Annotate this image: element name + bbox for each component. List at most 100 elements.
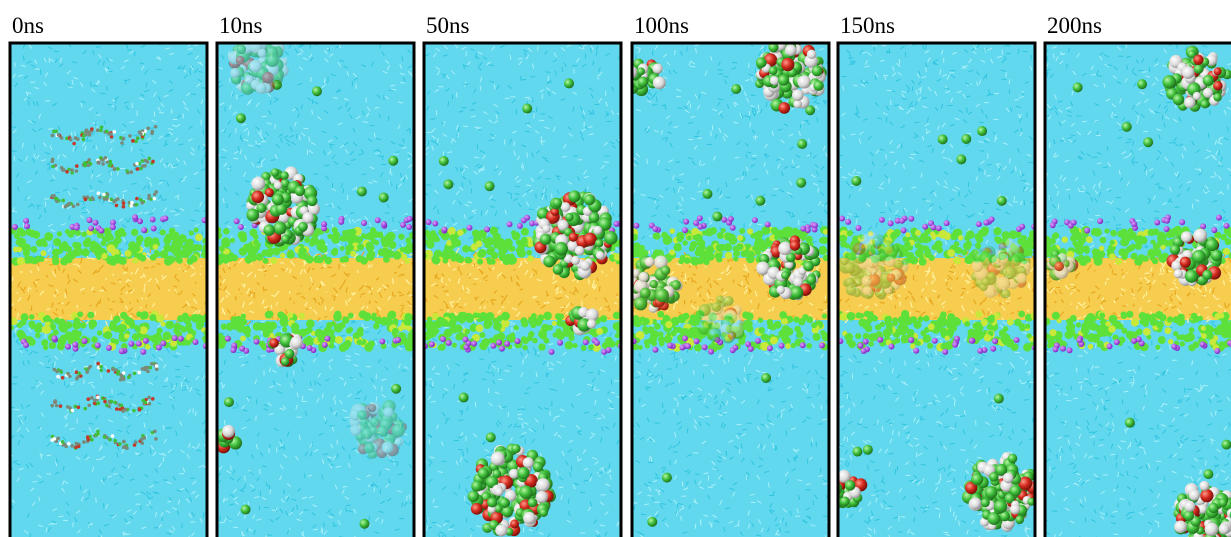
water-molecule: [610, 403, 614, 409]
water-molecule: [526, 201, 530, 207]
phosphate: [321, 341, 328, 348]
water-molecule: [477, 165, 483, 169]
water-molecule: [345, 504, 351, 507]
water-molecule: [431, 365, 436, 371]
water-molecule: [612, 211, 615, 217]
water-molecule: [522, 192, 527, 198]
water-molecule: [351, 447, 357, 451]
water-molecule: [196, 443, 201, 449]
water-molecule: [541, 156, 547, 160]
water-molecule: [268, 110, 272, 115]
water-molecule: [203, 428, 206, 434]
headgroup: [403, 337, 409, 344]
water-molecule: [432, 498, 435, 504]
lipid-tail: [119, 297, 124, 304]
water-molecule: [126, 509, 132, 513]
headgroup: [366, 252, 375, 261]
water-molecule: [157, 194, 161, 200]
headgroup: [230, 316, 239, 325]
water-molecule: [184, 365, 190, 368]
peptide-atom: [61, 168, 66, 172]
water-molecule: [223, 498, 229, 502]
water-molecule: [191, 512, 195, 517]
phosphate: [142, 337, 149, 344]
water-molecule: [179, 487, 185, 491]
lipid-tail: [587, 278, 590, 285]
lipid-tail: [92, 290, 96, 293]
water-molecule: [74, 145, 78, 151]
water-molecule: [276, 382, 282, 387]
lipid-tail: [483, 305, 486, 310]
water-molecule: [226, 470, 231, 474]
headgroup: [238, 247, 248, 256]
water-molecule: [534, 381, 540, 384]
water-molecule: [88, 107, 94, 111]
water-molecule: [556, 175, 560, 181]
headgroup: [380, 343, 387, 349]
water-molecule: [309, 380, 312, 386]
lipid-tail: [190, 272, 196, 278]
peptide-atom: [111, 367, 115, 371]
panel-label: 10ns: [219, 13, 263, 38]
water-molecule: [239, 134, 242, 140]
water-molecule: [526, 124, 532, 128]
peptide-atom: [90, 127, 94, 131]
lipid-tail: [501, 273, 507, 279]
water-molecule: [58, 515, 64, 518]
lipid-tail: [125, 283, 130, 287]
lipid-tail: [336, 294, 338, 297]
peptide-atom: [104, 129, 109, 134]
lipid-tail: [189, 263, 195, 270]
water-molecule: [18, 158, 23, 163]
lipid-tail: [107, 297, 110, 301]
water-molecule: [489, 195, 493, 200]
water-molecule: [317, 373, 321, 378]
lipid-tail: [516, 283, 520, 286]
water-molecule: [174, 213, 180, 216]
phosphate: [23, 223, 30, 230]
water-molecule: [486, 455, 492, 459]
water-molecule: [196, 392, 202, 396]
water-molecule: [408, 440, 412, 446]
peptide-atom: [98, 195, 102, 200]
lipid-tail: [49, 263, 54, 266]
water-molecule: [38, 380, 43, 385]
water-molecule: [352, 72, 357, 78]
water-molecule: [312, 524, 317, 529]
water-molecule: [441, 412, 446, 417]
water-molecule: [258, 505, 261, 511]
water-molecule: [470, 527, 475, 532]
lipid-tail: [318, 284, 322, 289]
water-molecule: [137, 211, 143, 215]
water-molecule: [402, 212, 408, 216]
lipid-tail: [399, 311, 404, 318]
lipid-tail: [46, 308, 51, 311]
water-molecule: [158, 181, 164, 185]
water-molecule: [403, 366, 409, 370]
water-molecule: [32, 100, 36, 106]
headgroup: [118, 323, 127, 333]
water-molecule: [320, 527, 323, 533]
peptide-atom: [151, 159, 155, 164]
headgroup: [290, 322, 300, 331]
water-molecule: [461, 168, 466, 174]
lipid-tail: [238, 257, 242, 260]
water-molecule: [596, 417, 602, 420]
water-molecule: [326, 509, 332, 514]
water-molecule: [279, 464, 284, 469]
water-molecule: [332, 521, 336, 527]
peptide-atom: [50, 403, 55, 408]
water-molecule: [12, 210, 18, 213]
water-molecule: [440, 73, 447, 76]
headgroup: [10, 317, 18, 326]
headgroup: [120, 231, 127, 237]
peptide-atom: [102, 192, 106, 197]
water-molecule: [600, 369, 606, 373]
lipid-tail: [400, 306, 404, 313]
headgroup: [321, 254, 327, 260]
water-molecule: [470, 115, 476, 118]
water-molecule: [255, 144, 261, 148]
peptide-atom: [123, 444, 127, 449]
water-molecule: [284, 51, 289, 56]
water-molecule: [361, 323, 365, 329]
